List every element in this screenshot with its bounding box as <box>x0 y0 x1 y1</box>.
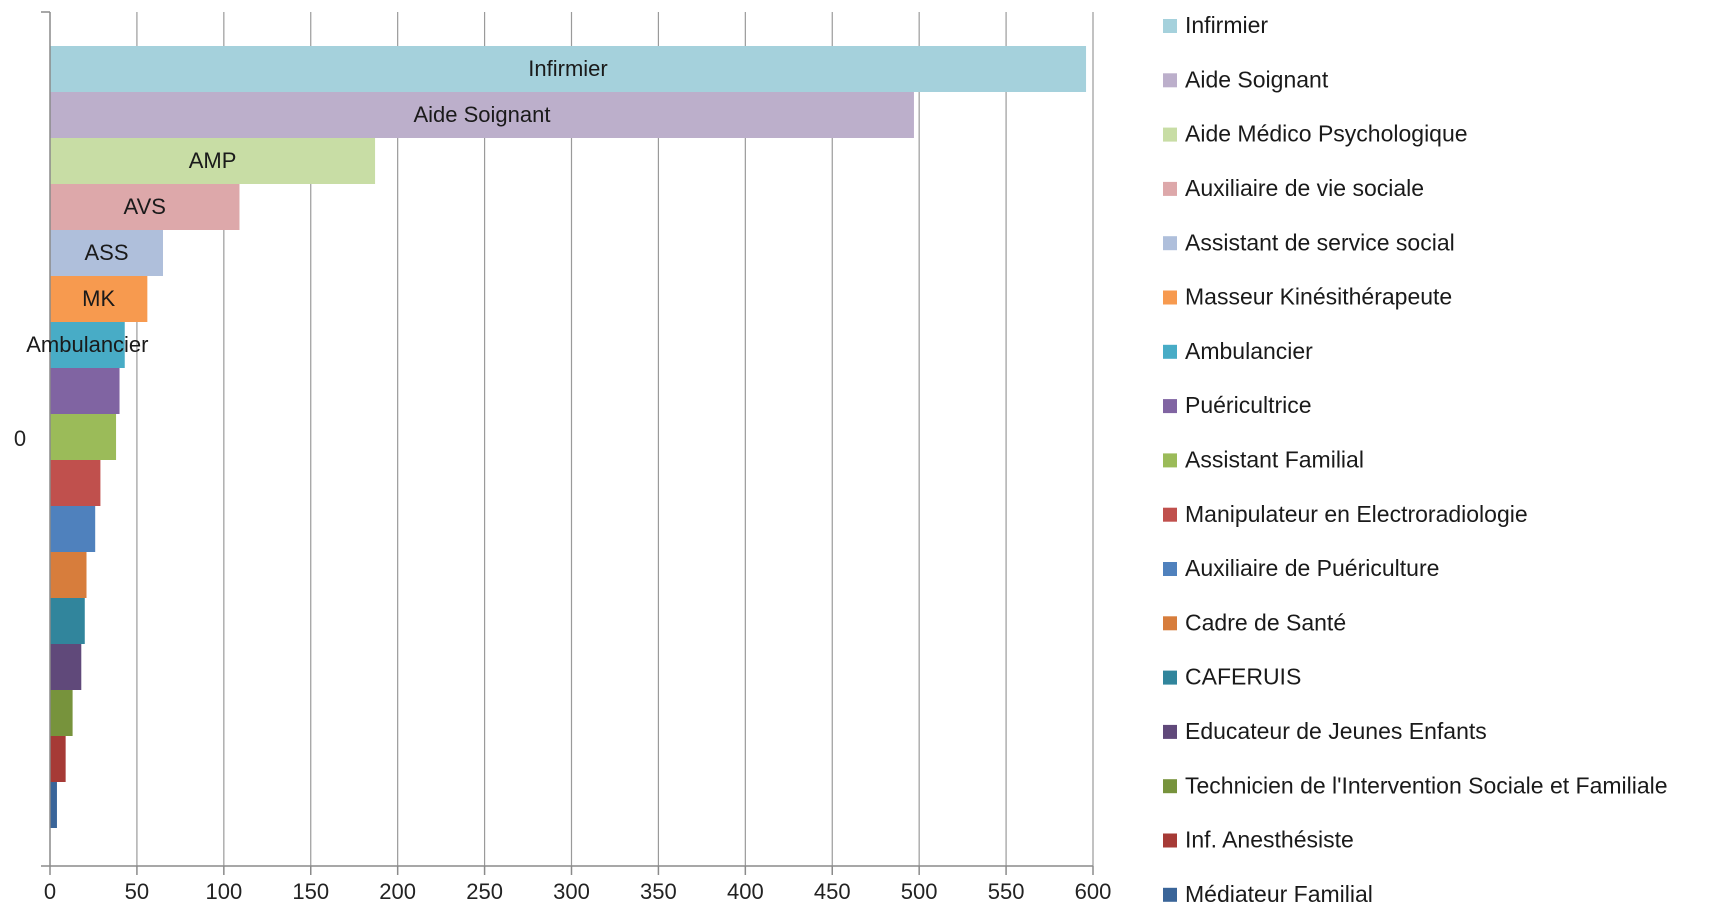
legend-swatch <box>1163 562 1177 576</box>
legend-swatch <box>1163 779 1177 794</box>
legend-swatch <box>1163 507 1177 522</box>
bar <box>50 414 117 460</box>
bar <box>50 184 240 230</box>
legend-swatch <box>1163 670 1177 685</box>
bar-data-label: Aide Soignant <box>413 102 550 127</box>
bar <box>50 644 82 690</box>
bar <box>50 276 148 322</box>
bar <box>50 368 120 414</box>
bar <box>50 782 57 828</box>
legend-swatch <box>1163 290 1177 305</box>
x-tick-label: 600 <box>1075 879 1112 904</box>
legend-swatch <box>1163 453 1177 468</box>
legend-swatch <box>1163 724 1177 739</box>
x-tick-label: 0 <box>44 879 56 904</box>
x-tick-label: 350 <box>640 879 677 904</box>
bar <box>50 598 85 644</box>
x-tick-label: 550 <box>988 879 1025 904</box>
x-tick-label: 500 <box>901 879 938 904</box>
legend-label: Auxiliaire de vie sociale <box>1185 175 1424 201</box>
bar-data-label: AMP <box>189 148 237 173</box>
legend-swatch <box>1163 833 1177 848</box>
legend-label: Ambulancier <box>1185 338 1313 364</box>
bar <box>50 552 87 598</box>
bar-data-label: MK <box>82 286 115 311</box>
bar <box>50 92 914 138</box>
legend-label: Médiateur Familial <box>1185 881 1373 907</box>
legend-swatch <box>1163 127 1177 142</box>
legend-swatch <box>1163 19 1177 33</box>
bar <box>50 322 125 368</box>
legend-swatch <box>1163 236 1177 251</box>
x-tick-label: 50 <box>125 879 149 904</box>
bar <box>50 736 66 782</box>
x-tick-label: 400 <box>727 879 764 904</box>
bar <box>50 690 73 736</box>
legend-label: CAFERUIS <box>1185 664 1301 690</box>
x-axis: 0 0 50 100 150 200 250 300 350 400 450 500 550 600 <box>14 11 1112 904</box>
x-tick-label: 300 <box>553 879 590 904</box>
legend-label: Technicien de l'Intervention Sociale et … <box>1185 772 1668 798</box>
legend-label: Auxiliaire de Puériculture <box>1185 555 1439 581</box>
x-tick-label: 100 <box>205 879 242 904</box>
bar-data-label: AVS <box>124 194 166 219</box>
x-tick-label: 150 <box>292 879 329 904</box>
legend-swatch <box>1163 344 1177 359</box>
legend-swatch <box>1163 181 1177 196</box>
legend-label: Manipulateur en Electroradiologie <box>1185 501 1528 527</box>
bar <box>50 46 1087 92</box>
legend-label: Educateur de Jeunes Enfants <box>1185 718 1487 744</box>
bar-data-label: Ambulancier <box>26 332 148 357</box>
legend-swatch <box>1163 887 1177 902</box>
legend-swatch <box>1163 73 1177 88</box>
legend-label: Infirmier <box>1185 12 1268 38</box>
category-tick-label: 0 <box>14 426 26 451</box>
bar-data-label: ASS <box>84 240 128 265</box>
bar-labels: Infirmier Aide Soignant AMP AVS ASS MK Ambulan… <box>26 56 608 357</box>
legend-label: Cadre de Santé <box>1185 609 1346 635</box>
legend-label: Inf. Anesthésiste <box>1185 827 1354 853</box>
legend-swatch <box>1163 399 1177 414</box>
legend-label: Masseur Kinésithérapeute <box>1185 284 1452 310</box>
legend-label: Assistant Familial <box>1185 446 1364 472</box>
x-tick-label: 200 <box>379 879 416 904</box>
bar-data-label: Infirmier <box>528 56 607 81</box>
legend-swatch <box>1163 616 1177 631</box>
x-tick-label: 450 <box>814 879 851 904</box>
legend-label: Aide Médico Psychologique <box>1185 121 1468 147</box>
bars <box>50 46 1087 828</box>
bar <box>50 138 376 184</box>
legend: Infirmier Aide Soignant Aide Médico Psycho… <box>1163 12 1668 907</box>
bar <box>50 460 101 506</box>
legend-label: Aide Soignant <box>1185 66 1329 92</box>
x-tick-label: 250 <box>466 879 503 904</box>
bar <box>50 230 163 276</box>
legend-label: Assistant de service social <box>1185 229 1455 255</box>
legend-label: Puéricultrice <box>1185 392 1312 418</box>
bar <box>50 506 96 552</box>
